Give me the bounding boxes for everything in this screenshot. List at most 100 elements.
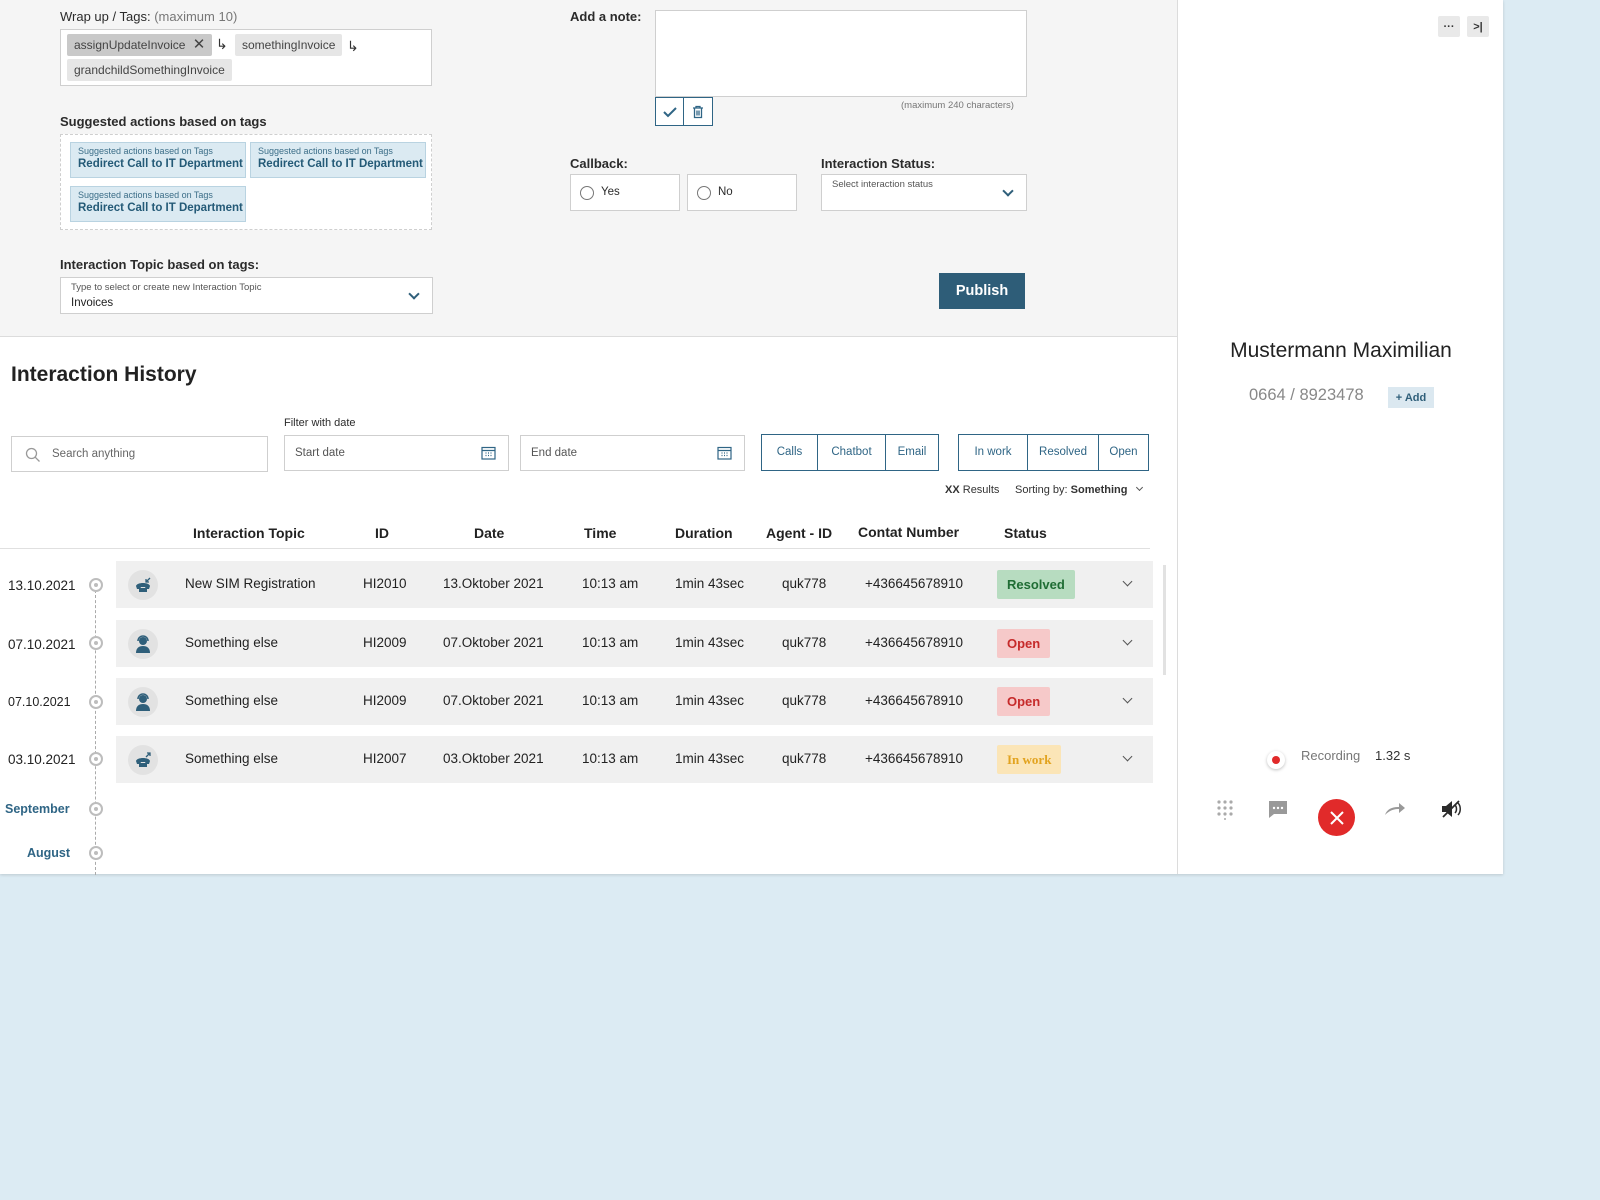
- publish-button[interactable]: Publish: [939, 273, 1025, 309]
- tag-label: grandchildSomethingInvoice: [74, 63, 225, 77]
- tag-chip[interactable]: somethingInvoice: [235, 34, 343, 56]
- table-row[interactable]: Something else HI2009 07.Oktober 2021 10…: [116, 620, 1153, 667]
- col-contact-number[interactable]: Contat Number: [858, 524, 960, 540]
- filter-chatbot-button[interactable]: Chatbot: [818, 435, 886, 470]
- status-badge: In work: [997, 745, 1062, 774]
- more-icon: ···: [1443, 20, 1455, 33]
- col-status[interactable]: Status: [1004, 525, 1047, 541]
- filter-calls-button[interactable]: Calls: [762, 435, 818, 470]
- tags-input[interactable]: assignUpdateInvoice ✕ ↳ somethingInvoice…: [60, 29, 432, 86]
- col-id[interactable]: ID: [375, 525, 389, 541]
- sort-dropdown[interactable]: Sorting by: Something: [1015, 483, 1143, 496]
- suggested-action-caption: Suggested actions based on Tags: [258, 146, 393, 156]
- search-input[interactable]: Search anything: [11, 436, 268, 472]
- delete-note-button[interactable]: [684, 98, 712, 125]
- recording-label: Recording: [1301, 748, 1361, 763]
- timeline-line: [95, 590, 96, 875]
- start-date-input[interactable]: Start date: [284, 435, 509, 471]
- tag-label: assignUpdateInvoice: [74, 38, 186, 52]
- chat-button[interactable]: [1268, 800, 1288, 819]
- start-date-placeholder: Start date: [295, 447, 345, 459]
- interaction-status-select[interactable]: Select interaction status: [821, 174, 1027, 211]
- timeline-month[interactable]: August: [27, 846, 71, 860]
- add-number-button[interactable]: + Add: [1388, 387, 1434, 408]
- timeline-dot: [89, 752, 103, 766]
- timeline-date: 07.10.2021: [8, 637, 76, 652]
- row-number: +436645678910: [865, 693, 963, 708]
- col-topic[interactable]: Interaction Topic: [193, 525, 305, 541]
- chevron-down-icon[interactable]: [1122, 635, 1133, 646]
- note-textarea[interactable]: [655, 10, 1027, 97]
- note-label: Add a note:: [570, 9, 642, 24]
- chevron-down-icon[interactable]: [1122, 576, 1133, 587]
- suggested-action[interactable]: Suggested actions based on Tags Redirect …: [250, 142, 426, 178]
- tag-chip[interactable]: grandchildSomethingInvoice: [67, 59, 232, 81]
- recording-icon: [1267, 751, 1285, 769]
- table-row[interactable]: Something else HI2007 03.Oktober 2021 10…: [116, 736, 1153, 783]
- row-topic: New SIM Registration: [185, 576, 316, 591]
- chevron-down-icon[interactable]: [1122, 751, 1133, 762]
- checkmark-icon: [662, 106, 677, 117]
- timeline-month[interactable]: September: [5, 802, 70, 816]
- suggested-action[interactable]: Suggested actions based on Tags Redirect …: [70, 142, 246, 178]
- results-count: XX Results: [945, 484, 999, 496]
- end-date-input[interactable]: End date: [520, 435, 745, 471]
- confirm-note-button[interactable]: [656, 98, 685, 125]
- chevron-down-icon[interactable]: [1122, 693, 1133, 704]
- radio-label: No: [718, 186, 733, 198]
- header-divider: [0, 548, 1150, 549]
- row-id: HI2007: [363, 751, 407, 766]
- suggested-action-label: Redirect Call to IT Department: [258, 158, 423, 170]
- row-id: HI2009: [363, 693, 407, 708]
- radio-circle: [697, 186, 711, 200]
- topic-select[interactable]: Type to select or create new Interaction…: [60, 277, 433, 314]
- suggested-actions: Suggested actions based on Tags Redirect …: [60, 134, 432, 230]
- timeline-dot: [89, 578, 103, 592]
- filter-resolved-button[interactable]: Resolved: [1028, 435, 1099, 470]
- row-number: +436645678910: [865, 635, 963, 650]
- row-date: 13.Oktober 2021: [443, 576, 544, 591]
- filter-in-work-button[interactable]: In work: [959, 435, 1028, 470]
- row-agent: quk778: [782, 693, 827, 708]
- filter-email-button[interactable]: Email: [897, 446, 927, 458]
- col-duration[interactable]: Duration: [675, 525, 733, 541]
- topic-hint: Type to select or create new Interaction…: [71, 282, 262, 293]
- note-max-text: (maximum 240 characters): [901, 100, 1014, 111]
- row-topic: Something else: [185, 635, 279, 650]
- col-date[interactable]: Date: [474, 525, 505, 541]
- calendar-icon[interactable]: [717, 446, 732, 460]
- chatbot-agent-icon: [128, 629, 158, 659]
- end-call-button[interactable]: [1318, 799, 1355, 836]
- callback-yes-radio[interactable]: Yes: [570, 174, 680, 211]
- table-row[interactable]: New SIM Registration HI2010 13.Oktober 2…: [116, 561, 1153, 608]
- row-topic: Something else: [185, 693, 279, 708]
- table-row[interactable]: Something else HI2009 07.Oktober 2021 10…: [116, 678, 1153, 725]
- note-actions: [655, 97, 713, 126]
- callback-no-radio[interactable]: No: [687, 174, 797, 211]
- child-arrow-icon: ↳: [347, 38, 359, 54]
- dialpad-icon: [1217, 800, 1233, 820]
- search-placeholder: Search anything: [52, 448, 136, 460]
- dialpad-button[interactable]: [1217, 800, 1233, 820]
- trash-icon: [693, 105, 703, 118]
- forward-icon: [1385, 803, 1405, 815]
- row-date: 07.Oktober 2021: [443, 693, 544, 708]
- forward-call-button[interactable]: [1384, 800, 1406, 816]
- scrollbar[interactable]: [1163, 565, 1166, 675]
- tag-chip[interactable]: assignUpdateInvoice ✕: [67, 34, 213, 56]
- mute-button[interactable]: [1441, 800, 1463, 818]
- results-number: XX: [945, 484, 960, 496]
- calendar-icon[interactable]: [481, 446, 496, 460]
- suggested-action[interactable]: Suggested actions based on Tags Redirect …: [70, 186, 246, 222]
- col-agent-id[interactable]: Agent - ID: [766, 525, 833, 541]
- col-time[interactable]: Time: [584, 525, 617, 541]
- suggested-action-label: Redirect Call to IT Department: [78, 158, 243, 170]
- row-time: 10:13 am: [582, 693, 639, 708]
- suggested-title: Suggested actions based on tags: [60, 114, 267, 129]
- timeline-dot: [89, 846, 103, 860]
- close-icon[interactable]: ✕: [192, 36, 206, 53]
- incoming-call-icon: [128, 570, 158, 600]
- collapse-panel-button[interactable]: >|: [1467, 16, 1489, 37]
- more-options-button[interactable]: ···: [1438, 16, 1460, 37]
- filter-open-button[interactable]: Open: [1109, 446, 1138, 458]
